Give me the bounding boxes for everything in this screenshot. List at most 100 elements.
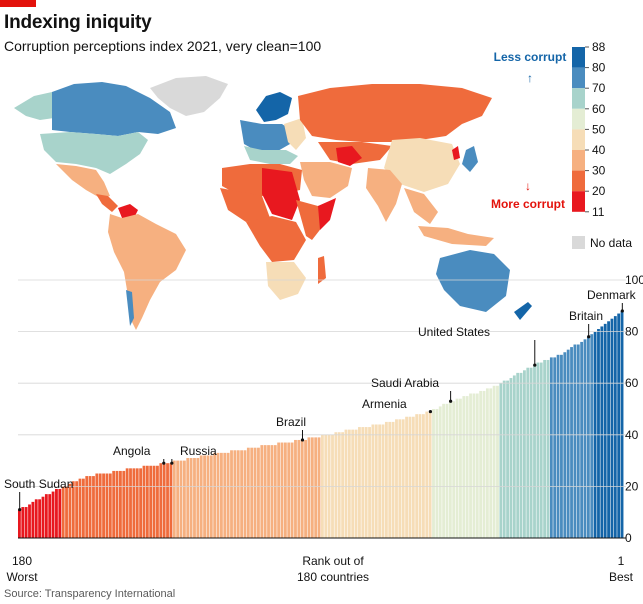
bar	[240, 450, 244, 538]
bar	[203, 455, 206, 538]
y-tick-label: 60	[625, 376, 639, 390]
legend-swatch	[572, 191, 585, 212]
bar	[496, 385, 499, 538]
bar	[280, 442, 284, 538]
annotation-label: Saudi Arabia	[371, 376, 439, 390]
map-southern-africa	[266, 262, 306, 300]
y-tick-label: 0	[625, 531, 632, 545]
map-middle-east	[300, 162, 352, 198]
bar	[98, 473, 102, 538]
bar	[368, 427, 371, 538]
legend-tick-label: 40	[592, 143, 606, 157]
bar	[108, 473, 112, 538]
bar	[536, 362, 540, 538]
annotation-dot	[162, 461, 166, 465]
legend-tick-label: 80	[592, 61, 606, 75]
bar	[233, 450, 237, 538]
bar	[209, 455, 213, 538]
bar	[41, 496, 45, 538]
chart-subtitle: Corruption perceptions index 2021, very …	[4, 38, 322, 54]
map-usa	[40, 132, 148, 174]
x-left-label: Worst	[6, 570, 38, 584]
bar	[597, 329, 600, 538]
bar	[492, 385, 496, 538]
bar	[58, 488, 62, 538]
bar	[337, 432, 341, 538]
color-legend: 88 80 70 60 50 40 30 20 11	[572, 40, 606, 219]
map-madagascar	[318, 256, 326, 284]
bar	[182, 460, 186, 538]
map-uruguay-chile	[126, 290, 134, 326]
bar	[485, 388, 489, 538]
x-left-rank: 180	[12, 554, 32, 568]
no-data-swatch	[572, 236, 585, 249]
bar	[216, 452, 220, 538]
bar	[44, 494, 48, 538]
bar	[422, 414, 425, 538]
annotation-dot	[533, 363, 537, 367]
bar	[273, 445, 277, 538]
bar	[472, 393, 476, 538]
legend-tick-label: 20	[592, 184, 606, 198]
bar	[523, 370, 526, 538]
bar	[317, 437, 321, 538]
x-axis-title-line2: 180 countries	[297, 570, 369, 584]
annotations: South Sudan Angola Russia Brazil Armenia Saud…	[4, 288, 637, 512]
bar	[448, 401, 452, 538]
bar	[18, 509, 21, 538]
bar	[176, 460, 180, 538]
bar	[48, 494, 52, 538]
bar	[119, 470, 122, 538]
bar	[132, 468, 136, 538]
bar	[193, 458, 196, 538]
bar	[300, 439, 304, 538]
bar	[351, 429, 355, 538]
map-eastern-europe	[284, 118, 306, 150]
bar	[287, 442, 291, 538]
bar	[469, 393, 472, 538]
bar	[186, 458, 190, 538]
bar	[512, 375, 516, 538]
bar	[384, 421, 388, 538]
less-corrupt-label: Less corrupt	[494, 50, 567, 64]
bar	[260, 445, 264, 538]
annotation-label: Denmark	[587, 288, 637, 302]
bar	[435, 409, 439, 538]
bar	[230, 450, 233, 538]
bar	[411, 416, 415, 538]
annotation-dot	[620, 309, 624, 313]
legend-tick-label: 30	[592, 164, 606, 178]
bar	[358, 427, 361, 538]
more-corrupt-label: More corrupt	[491, 197, 565, 211]
rank-bar-chart	[18, 310, 624, 538]
annotation-dot	[449, 399, 453, 403]
bar	[21, 507, 25, 538]
bar	[236, 450, 240, 538]
bar	[499, 383, 503, 538]
bar	[159, 463, 163, 538]
x-right-label: Best	[609, 570, 634, 584]
up-arrow-icon: ↑	[527, 71, 533, 85]
bar	[283, 442, 287, 538]
bar	[529, 367, 533, 538]
bar	[78, 478, 82, 538]
bar	[620, 310, 624, 538]
bar	[506, 380, 509, 538]
bar	[314, 437, 318, 538]
bar	[294, 439, 297, 538]
bar	[199, 455, 203, 538]
bar	[391, 421, 395, 538]
legend-swatch	[572, 67, 585, 89]
no-data-label: No data	[590, 236, 632, 250]
bar	[112, 470, 116, 538]
map-central-africa	[246, 216, 306, 262]
bar	[166, 463, 169, 538]
map-western-europe	[240, 120, 294, 152]
bar	[139, 468, 143, 538]
bar	[405, 416, 408, 538]
bar	[125, 468, 129, 538]
y-tick-label: 20	[625, 479, 639, 493]
bar	[38, 499, 42, 538]
legend-tick-label: 88	[592, 40, 606, 54]
legend-tick-label: 50	[592, 122, 606, 136]
